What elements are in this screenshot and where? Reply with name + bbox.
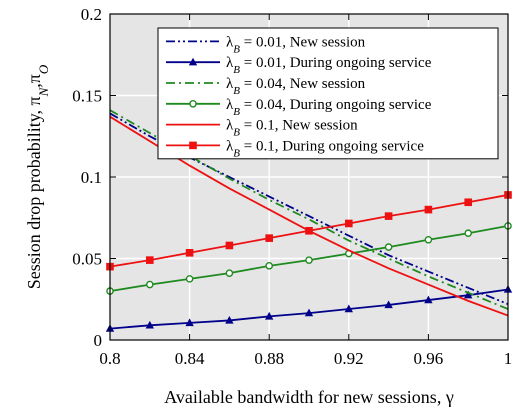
data-point-square: [464, 198, 472, 207]
legend-label-symbol: λ: [226, 34, 234, 50]
legend-entry: λB = 0.04, New session: [166, 76, 366, 97]
y-axis-label: Session drop probability, πN,πO: [24, 64, 51, 289]
legend-label-subscript: B: [233, 43, 240, 55]
axis-ticks: 0.8 0.84 0.88 0.92 0.96 1 0 0.05 0.1 0.15 0.2: [72, 5, 512, 368]
legend-label-subscript: B: [233, 147, 240, 159]
data-point-triangle: [344, 304, 353, 313]
legend-label-rest: = 0.01, New session: [240, 34, 366, 50]
legend-entry: λB = 0.04, During ongoing service: [166, 97, 432, 118]
legend-swatch-triangle: [188, 57, 198, 66]
data-point-triangle: [464, 290, 473, 299]
legend-label-rest: = 0.01, During ongoing service: [240, 55, 432, 71]
x-tick-label: 1: [504, 349, 513, 368]
data-point-triangle: [145, 320, 154, 329]
y-tick-label: 0.05: [72, 250, 102, 269]
legend-label: λB = 0.01, New session: [226, 34, 366, 55]
data-point-square: [225, 241, 234, 250]
series-4: [106, 222, 512, 295]
data-point-circle: [185, 275, 194, 283]
data-point-square: [305, 226, 313, 235]
y-axis-label-separator: ,π: [24, 74, 44, 88]
legend-entry: λB = 0.1, New session: [166, 118, 358, 139]
legend-label-subscript: B: [233, 64, 240, 76]
legend-label: λB = 0.04, New session: [226, 76, 366, 97]
legend-label: λB = 0.1, New session: [226, 118, 358, 139]
y-axis-label-subscript: O: [36, 64, 51, 74]
data-point-square: [384, 212, 393, 220]
legend-label-symbol: λ: [226, 97, 234, 113]
data-point-triangle: [384, 300, 393, 309]
data-point-triangle: [424, 295, 433, 304]
legend-label: λB = 0.01, During ongoing service: [226, 55, 432, 76]
y-tick-label: 0.15: [72, 87, 102, 106]
data-point-circle: [384, 243, 393, 251]
data-point-triangle: [265, 311, 274, 320]
legend-label-subscript: B: [233, 85, 240, 97]
legend-box: [157, 27, 499, 160]
series-1: [109, 112, 509, 305]
legend-label-rest: = 0.1, New session: [240, 118, 358, 134]
legend-label-symbol: λ: [226, 118, 234, 134]
legend-label-subscript: B: [233, 106, 240, 118]
y-axis-label-text: Session drop probability, π: [24, 96, 44, 289]
y-tick-label: 0: [94, 331, 103, 350]
y-tick-label: 0.1: [81, 168, 102, 187]
data-point-circle: [225, 269, 234, 277]
data-point-circle: [424, 235, 433, 244]
y-tick-label: 0.2: [81, 5, 102, 24]
legend-swatch-square: [189, 141, 197, 150]
legend-label: λB = 0.04, During ongoing service: [226, 97, 432, 118]
y-axis-label-subscript: N: [36, 86, 51, 97]
data-point-square: [345, 219, 353, 228]
legend-entry: λB = 0.1, During ongoing service: [166, 138, 424, 159]
data-point-circle: [305, 256, 313, 264]
x-tick-label: 0.8: [99, 349, 120, 368]
legend-swatch-circle: [189, 100, 197, 108]
data-point-circle: [265, 262, 274, 270]
data-point-triangle: [185, 318, 194, 327]
legend-label-rest: = 0.1, During ongoing service: [240, 138, 424, 154]
x-tick-label: 0.92: [334, 349, 364, 368]
legend-entry: λB = 0.01, New session: [166, 34, 366, 55]
series-line: [109, 112, 509, 305]
legend-label-symbol: λ: [226, 76, 234, 92]
x-tick-label: 0.88: [254, 349, 284, 368]
data-point-circle: [464, 229, 473, 238]
legend-label-rest: = 0.04, New session: [240, 76, 366, 92]
x-tick-label: 0.84: [175, 349, 205, 368]
series-6: [106, 191, 512, 271]
data-point-square: [146, 256, 154, 264]
legend-label-symbol: λ: [226, 55, 234, 71]
data-point-triangle: [304, 308, 314, 317]
legend-label-symbol: λ: [226, 138, 234, 154]
legend-entry: λB = 0.01, During ongoing service: [166, 55, 432, 76]
data-point-square: [185, 248, 194, 257]
data-point-square: [265, 234, 273, 242]
legend-label: λB = 0.1, During ongoing service: [226, 138, 424, 159]
x-tick-label: 0.96: [414, 349, 444, 368]
data-point-triangle: [225, 315, 234, 324]
x-axis-label: Available bandwidth for new sessions, γ: [164, 387, 454, 407]
data-point-square: [424, 205, 433, 214]
legend-label-rest: = 0.04, During ongoing service: [240, 97, 432, 113]
legend-label-subscript: B: [233, 127, 240, 139]
data-point-circle: [145, 280, 154, 289]
